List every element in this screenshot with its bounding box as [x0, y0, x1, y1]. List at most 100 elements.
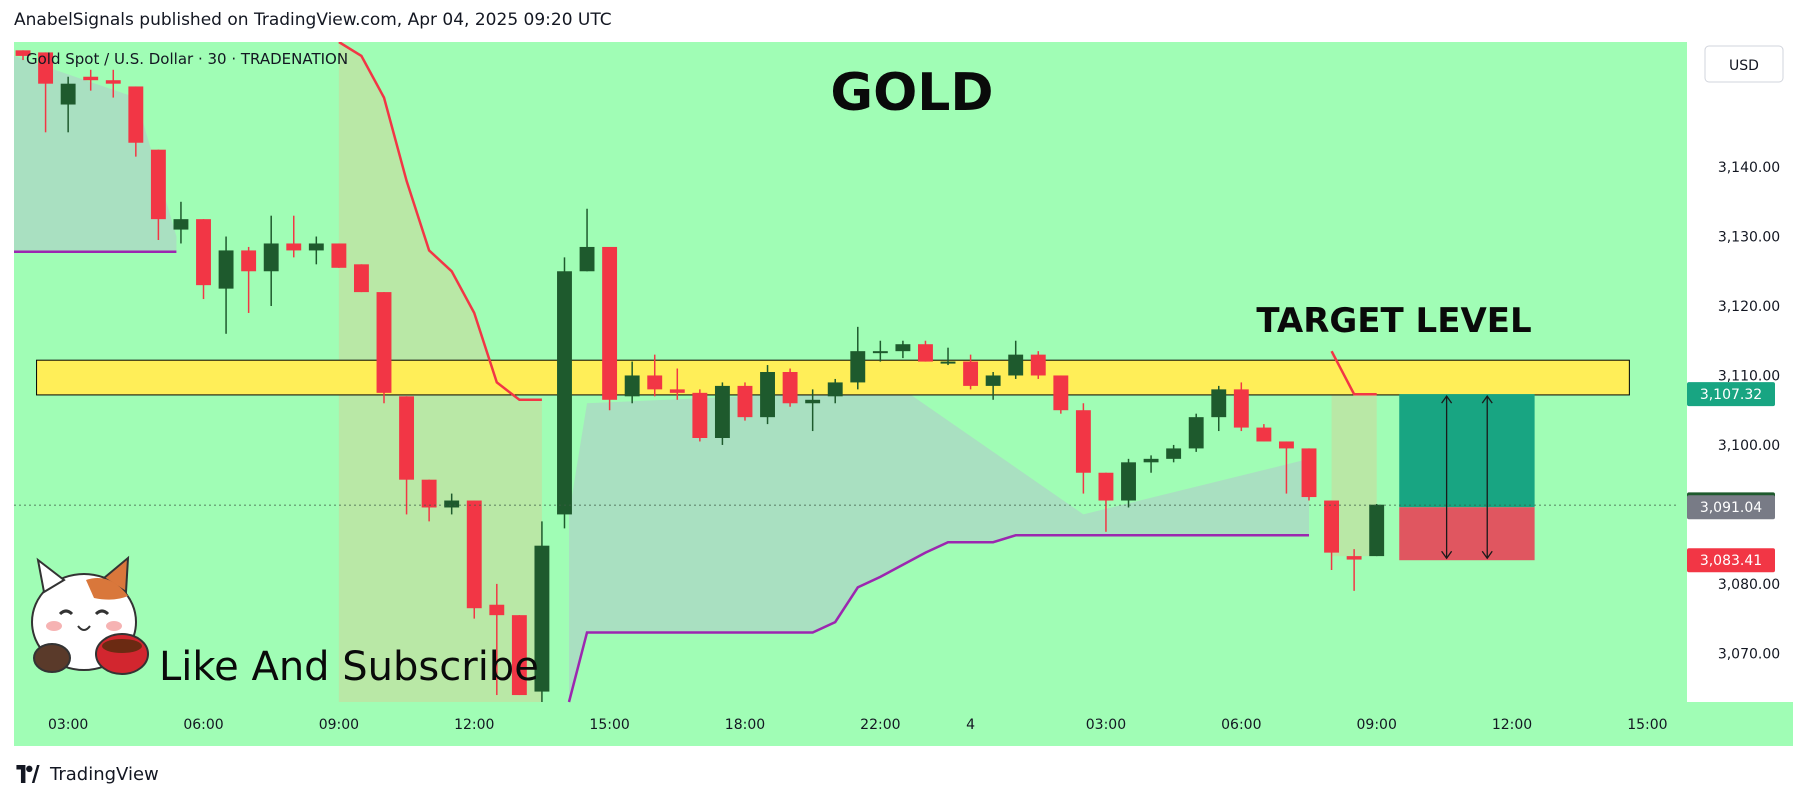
- candle: [1233, 382, 1249, 432]
- candle-body: [895, 344, 911, 352]
- candle: [1278, 441, 1294, 494]
- candle: [150, 149, 166, 240]
- candle: [1121, 458, 1136, 508]
- candle: [308, 236, 324, 265]
- candle-body: [399, 396, 415, 480]
- candle: [1346, 549, 1362, 591]
- candle-body: [218, 250, 234, 289]
- candle: [1008, 340, 1024, 379]
- currency-button[interactable]: [1704, 45, 1784, 83]
- candle: [647, 354, 663, 397]
- candle: [196, 219, 211, 300]
- candlestick-chart[interactable]: 3,140.00 3,130.00 3,120.00 3,110.00 3,100.00…: [14, 42, 1793, 746]
- candle: [557, 257, 572, 529]
- candle: [760, 365, 775, 425]
- candle: [331, 243, 347, 268]
- candle: [38, 52, 54, 133]
- candle: [173, 201, 189, 244]
- footer-brand: TradingView: [50, 763, 159, 785]
- candle-body: [489, 604, 505, 616]
- candle: [963, 354, 979, 390]
- candle: [128, 86, 144, 157]
- candle: [353, 264, 369, 293]
- candle: [714, 382, 730, 445]
- candle-body: [286, 243, 302, 251]
- y-tick-label: 3,140.00: [1718, 160, 1780, 176]
- candle-body: [511, 615, 527, 696]
- candle-body: [534, 545, 550, 692]
- candle: [263, 215, 279, 306]
- x-tick-label: 15:00: [589, 717, 629, 733]
- candle: [15, 50, 31, 61]
- price-label: 3,091.04: [1700, 500, 1762, 516]
- symbol-label: Gold Spot / U.S. Dollar · 30 · TRADENATI…: [26, 50, 348, 68]
- candle-body: [308, 243, 324, 251]
- candle-body: [1324, 500, 1340, 553]
- x-tick-label: 06:00: [183, 717, 223, 733]
- candle-body: [466, 500, 482, 609]
- y-tick-label: 3,070.00: [1718, 646, 1780, 662]
- candle: [1143, 455, 1159, 473]
- candle: [376, 292, 392, 404]
- currency-label: USD: [1729, 58, 1759, 74]
- candle: [827, 378, 843, 404]
- price-label-box: [1687, 382, 1775, 407]
- candle-body: [1143, 458, 1159, 463]
- candle-body: [60, 83, 76, 105]
- candle-body: [602, 246, 618, 400]
- candle-body: [692, 392, 708, 438]
- candle-body: [940, 361, 956, 364]
- candle-body: [105, 80, 121, 84]
- price-label-box: [1687, 548, 1775, 573]
- candle-body: [918, 344, 933, 362]
- y-tick-label: 3,110.00: [1718, 368, 1780, 384]
- candle-body: [1121, 462, 1136, 501]
- price-label-box: [1687, 495, 1775, 520]
- candle: [850, 326, 866, 390]
- candle-body: [1346, 556, 1362, 560]
- candle: [286, 215, 302, 258]
- candle: [1188, 413, 1204, 452]
- candle-body: [963, 361, 979, 386]
- candle: [1256, 424, 1272, 442]
- arrow-head-down: [1441, 550, 1453, 560]
- candle-body: [1166, 448, 1182, 459]
- candle: [1324, 500, 1340, 570]
- candle-body: [1030, 354, 1046, 376]
- candle: [1075, 403, 1091, 494]
- upper-band-2-line: [1330, 350, 1377, 396]
- candle: [1369, 504, 1385, 557]
- candle-body: [827, 382, 843, 397]
- candle-body: [421, 479, 437, 508]
- candle: [489, 583, 505, 696]
- candle-body: [38, 52, 54, 84]
- footer: TradingView: [14, 762, 159, 786]
- candle-body: [263, 243, 279, 272]
- candle-body: [331, 243, 347, 268]
- candle: [421, 479, 437, 522]
- candle: [669, 368, 685, 400]
- candle-body: [714, 385, 730, 438]
- time-axis-background[interactable]: [14, 702, 1793, 746]
- candle: [895, 340, 911, 359]
- candle: [737, 382, 753, 421]
- candle: [466, 500, 482, 619]
- chart-area[interactable]: 3,140.00 3,130.00 3,120.00 3,110.00 3,100.00…: [14, 42, 1793, 746]
- promo-text: Like And Subscribe: [159, 644, 539, 690]
- y-tick-label: 3,120.00: [1718, 299, 1780, 315]
- x-tick-label: 09:00: [319, 717, 359, 733]
- candle-body: [850, 351, 866, 383]
- candle: [83, 69, 99, 91]
- candle-body: [150, 149, 166, 220]
- x-tick-label: 03:00: [48, 717, 88, 733]
- candle-body: [128, 86, 144, 143]
- candle-body: [1278, 441, 1294, 449]
- candle-body: [1369, 504, 1385, 557]
- candle-body: [1188, 417, 1204, 449]
- candle: [985, 372, 1001, 400]
- candle: [60, 76, 76, 133]
- candle-body: [241, 250, 257, 272]
- x-tick-label: 12:00: [1492, 717, 1532, 733]
- x-tick-label: 09:00: [1357, 717, 1397, 733]
- candle-body: [669, 389, 685, 393]
